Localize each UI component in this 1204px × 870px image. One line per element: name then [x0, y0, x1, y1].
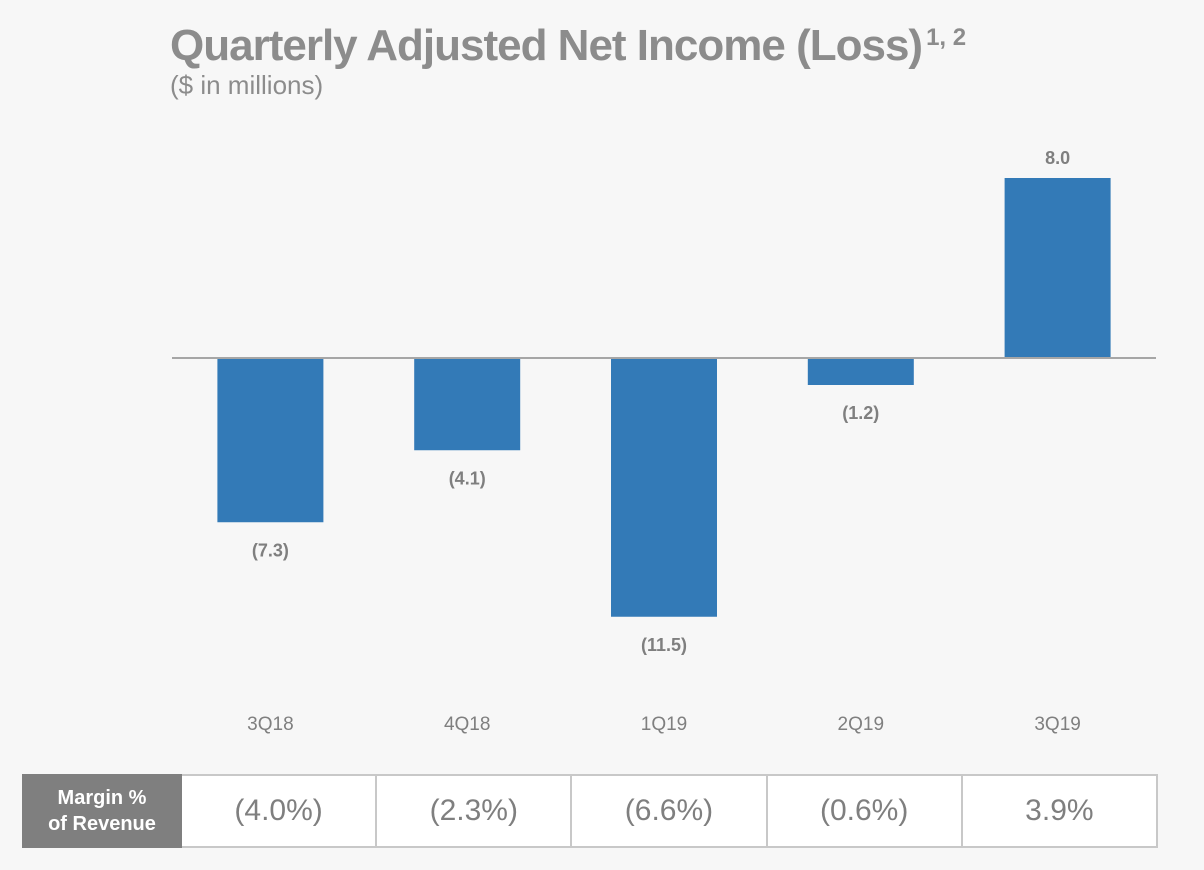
- margin-header-cell: Margin % of Revenue: [22, 774, 182, 848]
- data-label-1q19: (11.5): [641, 635, 687, 655]
- data-label-2q19: (1.2): [842, 403, 879, 423]
- data-label-4q18: (4.1): [449, 468, 486, 488]
- margin-value-3q18: (4.0%): [179, 774, 378, 848]
- data-label-3q18: (7.3): [252, 540, 289, 560]
- bar-2q19: [807, 358, 914, 385]
- category-label-4q18: 4Q18: [444, 714, 490, 735]
- bar-3q19: [1004, 178, 1111, 358]
- margin-row: Margin % of Revenue (4.0%) (2.3%) (6.6%)…: [22, 774, 1159, 848]
- category-label-3q19: 3Q19: [1034, 714, 1080, 735]
- chart-title-text: Quarterly Adjusted Net Income (Loss): [170, 21, 923, 70]
- margin-header-line-2: of Revenue: [48, 813, 156, 835]
- data-label-3q19: 8.0: [1045, 148, 1070, 168]
- bar-4q18: [414, 358, 521, 451]
- margin-header-line-1: Margin %: [57, 787, 147, 809]
- category-label-1q19: 1Q19: [641, 714, 687, 735]
- margin-of-revenue-table: Margin % of Revenue (4.0%) (2.3%) (6.6%)…: [22, 774, 1159, 848]
- chart-title-footnote: 1, 2: [926, 24, 967, 51]
- chart-title: Quarterly Adjusted Net Income (Loss) 1, 2: [170, 24, 966, 68]
- margin-value-3q19: 3.9%: [960, 774, 1159, 848]
- category-label-2q19: 2Q19: [838, 714, 884, 735]
- margin-value-2q19: (0.6%): [765, 774, 963, 848]
- margin-value-1q19: (6.6%): [570, 774, 768, 848]
- category-label-3q18: 3Q18: [247, 714, 293, 735]
- margin-value-4q18: (2.3%): [375, 774, 573, 848]
- bar-3q18: [217, 358, 324, 523]
- bar-1q19: [611, 358, 717, 617]
- net-income-bar-chart: (7.3) 3Q18 (4.1) 4Q18 (11.5) 1Q19 (1.2) 2Q19 8.0…: [172, 148, 1156, 735]
- chart-subtitle: ($ in millions): [170, 70, 324, 100]
